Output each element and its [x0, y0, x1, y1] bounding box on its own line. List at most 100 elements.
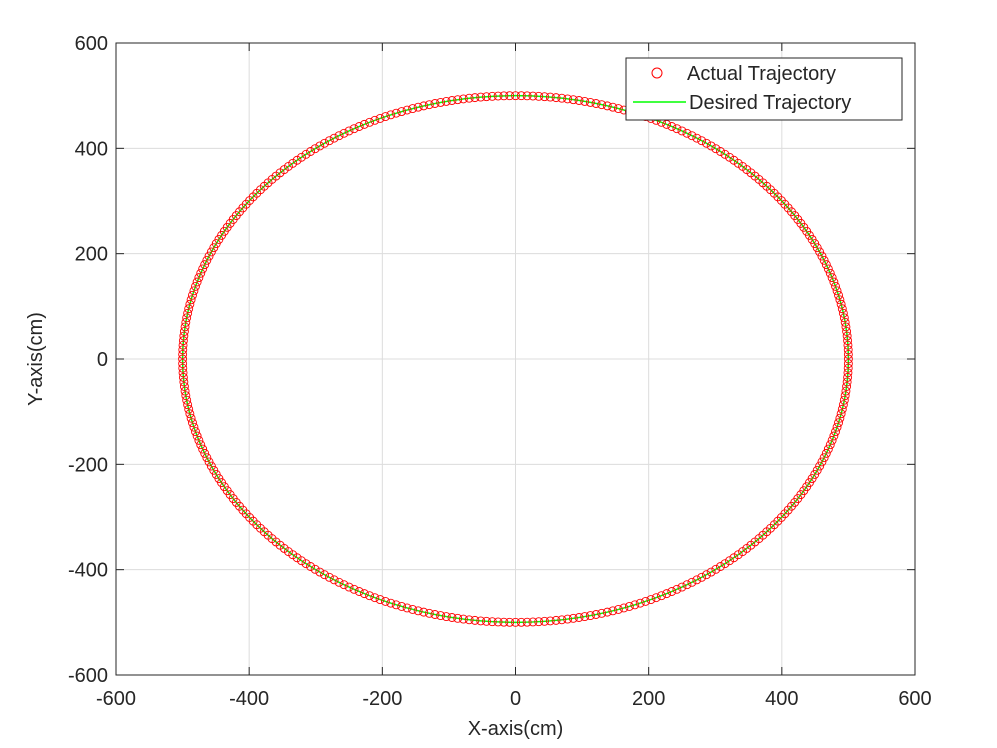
actual-trajectory-point [580, 96, 590, 106]
actual-trajectory-point [198, 264, 208, 274]
actual-trajectory-point [823, 444, 833, 454]
actual-trajectory-point [192, 431, 202, 441]
actual-trajectory-point [821, 448, 831, 458]
axis-ticks [115, 42, 916, 676]
x-axis-label: X-axis(cm) [468, 718, 564, 740]
actual-trajectory-point [819, 453, 829, 463]
x-tick-label: 200 [632, 688, 665, 710]
actual-trajectory-point [458, 94, 468, 104]
actual-trajectory-point [419, 607, 429, 617]
actual-trajectory-point [651, 593, 661, 603]
actual-trajectory-point [386, 110, 396, 120]
actual-trajectory-point [511, 91, 520, 101]
actual-trajectory-point [505, 91, 515, 101]
actual-trajectory-point [181, 317, 191, 327]
actual-trajectory-point [839, 395, 849, 405]
actual-trajectory-point [843, 368, 853, 378]
actual-trajectory-point [380, 112, 390, 122]
actual-trajectory-point [843, 372, 853, 382]
actual-trajectory-point [834, 290, 843, 300]
actual-trajectory-point [602, 607, 612, 617]
actual-trajectory-point [706, 141, 716, 151]
actual-trajectory-point [823, 264, 833, 274]
actual-trajectory-point [436, 97, 446, 107]
actual-trajectory-point [320, 138, 329, 148]
actual-trajectory-point [831, 427, 840, 437]
actual-trajectory-point [711, 564, 721, 574]
actual-trajectory-point [178, 368, 188, 378]
actual-trajectory-series [178, 91, 853, 627]
actual-trajectory-point [324, 572, 334, 582]
actual-trajectory-point [339, 580, 349, 590]
actual-trajectory-point [424, 608, 434, 618]
actual-trajectory-point [838, 400, 848, 410]
actual-trajectory-point [656, 591, 666, 601]
actual-trajectory-point [324, 136, 334, 146]
actual-trajectory-point [619, 603, 629, 613]
desired-trajectory-series [181, 94, 850, 624]
desired-trajectory-line [181, 94, 850, 624]
actual-trajectory-point [329, 133, 339, 143]
y-tick-labels: -600 -400 -200 0 200 400 600 [68, 33, 108, 687]
actual-trajectory-point [534, 617, 544, 627]
actual-trajectory-point [178, 336, 188, 346]
actual-trajectory-point [413, 102, 423, 112]
actual-trajectory-point [842, 331, 852, 341]
actual-trajectory-point [436, 611, 446, 621]
x-tick-label: -400 [229, 688, 269, 710]
actual-trajectory-point [297, 556, 306, 566]
actual-trajectory-point [608, 606, 618, 616]
actual-trajectory-point [815, 461, 825, 471]
actual-trajectory-point [667, 122, 677, 131]
actual-trajectory-point [585, 97, 595, 107]
actual-trajectory-point [178, 340, 188, 350]
actual-trajectory-point [528, 91, 538, 101]
actual-trajectory-point [505, 617, 515, 627]
actual-trajectory-point [729, 553, 739, 563]
actual-trajectory-point [692, 575, 702, 585]
actual-trajectory-point [843, 336, 853, 346]
x-tick-label: 400 [765, 688, 798, 710]
actual-trajectory-point [597, 608, 607, 618]
actual-trajectory-point [831, 281, 840, 291]
actual-trajectory-point [720, 559, 730, 569]
actual-trajectory-point [186, 413, 196, 423]
actual-trajectory-point [662, 589, 672, 599]
actual-trajectory-point [635, 598, 645, 608]
y-tick-label: -600 [68, 665, 108, 687]
actual-trajectory-point [835, 295, 845, 305]
y-tick-label: 600 [75, 33, 108, 55]
actual-trajectory-point [702, 570, 711, 580]
actual-trajectory-point [198, 444, 208, 454]
actual-trajectory-point [430, 99, 440, 108]
actual-trajectory-point [424, 100, 434, 110]
actual-trajectory-point [191, 427, 200, 437]
actual-trajectory-point [297, 152, 306, 162]
actual-trajectory-point [184, 304, 194, 314]
actual-trajectory-point [476, 92, 486, 102]
actual-trajectory-point [834, 418, 843, 428]
actual-trajectory-point [391, 600, 401, 610]
actual-trajectory-point [310, 144, 320, 154]
y-tick-label: 0 [97, 349, 108, 371]
actual-trajectory-point [835, 413, 845, 423]
actual-trajectory-point [349, 124, 359, 134]
actual-trajectory-point [430, 610, 440, 619]
actual-trajectory-point [697, 572, 707, 582]
actual-trajectory-point [843, 340, 853, 350]
actual-trajectory-point [843, 363, 853, 373]
actual-trajectory-point [815, 247, 825, 257]
actual-trajectory-point [402, 603, 412, 613]
actual-trajectory-point [716, 562, 725, 571]
actual-trajectory-point [397, 107, 407, 116]
actual-trajectory-point [591, 99, 601, 108]
actual-trajectory-point [706, 567, 716, 577]
actual-trajectory-point [499, 617, 509, 627]
y-tick-label: -200 [68, 454, 108, 476]
actual-trajectory-point [545, 92, 555, 102]
actual-trajectory-point [408, 104, 418, 114]
actual-trajectory-point [528, 617, 538, 627]
actual-trajectory-point [185, 409, 195, 419]
actual-trajectory-point [540, 92, 549, 102]
actual-trajectory-point [306, 562, 315, 571]
